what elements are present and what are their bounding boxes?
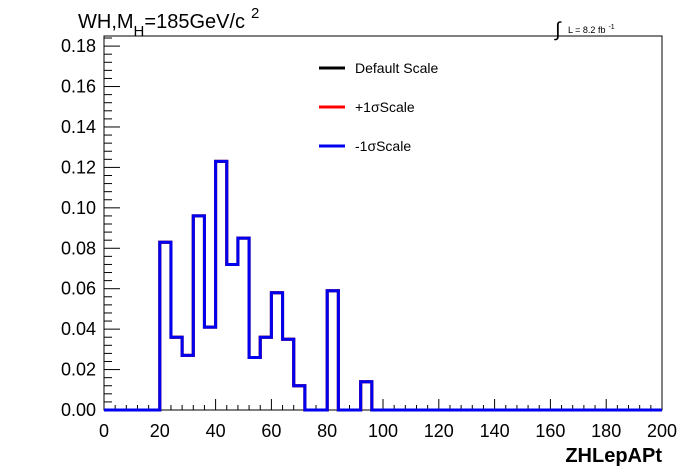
series-line-1 — [104, 159, 662, 412]
x-axis: 0 20 40 60 80 100 120 140 160 180 200 — [99, 399, 677, 441]
y-tick-label: 0.12 — [61, 157, 96, 177]
series-line-0 — [104, 159, 662, 412]
y-tick-label: 0.04 — [61, 319, 96, 339]
y-tick-label: 0.16 — [61, 77, 96, 97]
x-tick-label: 120 — [424, 421, 454, 441]
x-tick-label: 20 — [150, 421, 170, 441]
plot-frame — [103, 35, 663, 411]
x-tick-label: 40 — [206, 421, 226, 441]
y-tick-label: 0.08 — [61, 238, 96, 258]
legend-label-minus1sigma: -1σScale — [355, 138, 411, 154]
x-tick-label: 200 — [647, 421, 677, 441]
y-tick-label: 0.18 — [61, 36, 96, 56]
x-tick-label: 140 — [480, 421, 510, 441]
legend-label-default: Default Scale — [355, 60, 438, 76]
y-axis: 0.00 0.02 0.04 0.06 0.08 0.10 0.12 0.14 0.16 0.18 — [61, 36, 120, 420]
x-tick-label: 100 — [368, 421, 398, 441]
y-tick-label: 0.02 — [61, 360, 96, 380]
legend-label-plus1sigma: +1σScale — [355, 99, 415, 115]
chart-title: WH,MH=185GeV/c 2 — [78, 5, 259, 40]
series-layer — [104, 159, 662, 412]
x-tick-label: 160 — [535, 421, 565, 441]
y-tick-label: 0.10 — [61, 198, 96, 218]
series-line-2 — [104, 159, 662, 412]
integral-symbol: ∫ — [554, 19, 562, 41]
lumi-label: L = 8.2 fb -1 — [568, 24, 615, 35]
y-tick-label: 0.06 — [61, 279, 96, 299]
x-tick-label: 0 — [99, 421, 109, 441]
legend: Default Scale +1σScale -1σScale — [319, 60, 438, 154]
x-axis-label: ZHLepAPt — [565, 445, 662, 467]
y-tick-label: 0.14 — [61, 117, 96, 137]
y-tick-label: 0.00 — [61, 400, 96, 420]
x-tick-label: 180 — [591, 421, 621, 441]
x-tick-label: 80 — [317, 421, 337, 441]
x-tick-label: 60 — [261, 421, 281, 441]
